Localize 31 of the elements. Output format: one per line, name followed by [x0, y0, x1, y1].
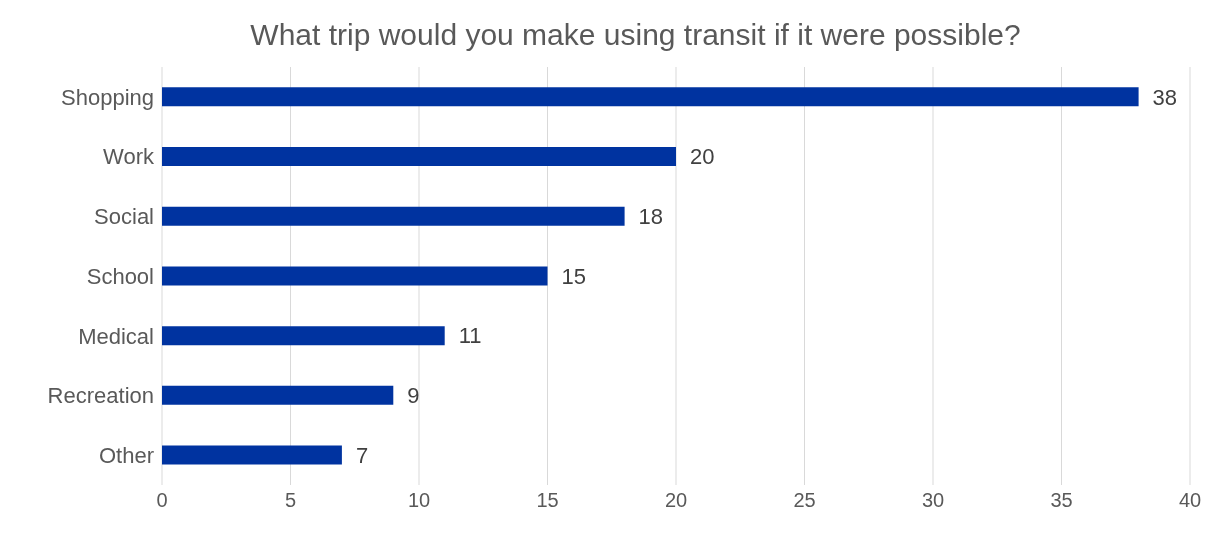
data-label: 38	[1152, 84, 1178, 110]
x-tick-label: 15	[536, 489, 559, 512]
x-tick-label: 40	[1178, 489, 1202, 512]
data-label: 9	[407, 383, 420, 409]
y-tick-label: Other	[98, 442, 154, 468]
y-tick-label: Shopping	[61, 84, 154, 110]
x-tick-label: 25	[793, 489, 816, 512]
data-label: 20	[690, 144, 715, 170]
x-tick-label: 35	[1050, 489, 1073, 512]
bar	[162, 147, 676, 167]
bar	[162, 206, 625, 226]
bar	[162, 445, 342, 465]
bar	[162, 385, 394, 405]
y-tick-label: Medical	[78, 323, 154, 349]
data-label: 7	[355, 442, 369, 468]
y-tick-label: Work	[103, 144, 155, 170]
bar	[162, 87, 1139, 107]
x-tick-label: 20	[664, 489, 688, 512]
data-label: 11	[458, 323, 482, 349]
y-tick-label: School	[86, 263, 154, 289]
data-label: 15	[561, 263, 586, 289]
x-tick-label: 10	[407, 489, 431, 512]
bar	[162, 326, 445, 346]
x-tick-label: 30	[921, 489, 945, 512]
y-tick-label: Social	[94, 204, 154, 230]
y-tick-label: Recreation	[47, 383, 154, 409]
x-tick-label: 0	[156, 489, 168, 512]
bar	[162, 266, 548, 286]
x-tick-label: 5	[284, 489, 297, 512]
data-label: 18	[638, 204, 664, 230]
chart-title: What trip would you make using transit if it were possible?	[249, 17, 1022, 53]
